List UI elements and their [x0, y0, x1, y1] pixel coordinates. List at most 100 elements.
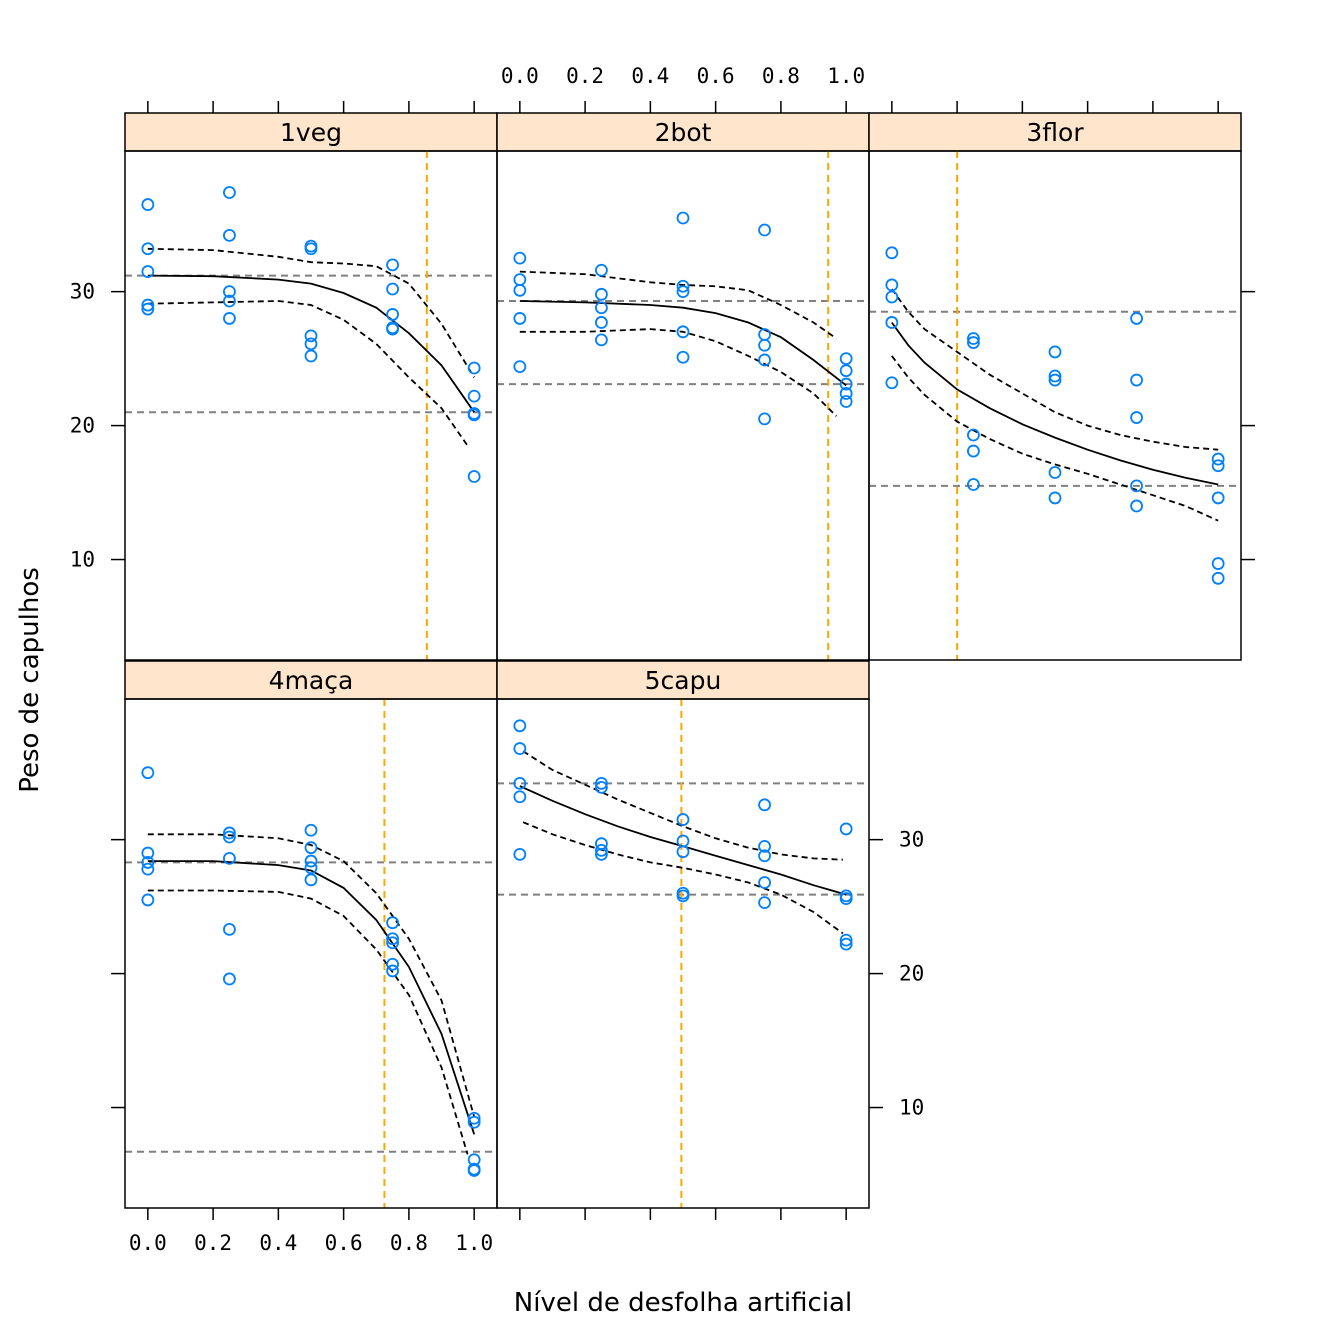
point-3-1: [141, 846, 155, 860]
point-3-10: [304, 823, 318, 837]
x-tick-label-t1-0: 0.0: [501, 64, 539, 88]
strip-label-2: 3flor: [1026, 118, 1084, 147]
x-tick-label-t1-2: 0.4: [631, 64, 669, 88]
point-3-11: [304, 841, 318, 855]
point-0-19: [386, 322, 399, 336]
x-tick-label-t1-5: 1.0: [827, 64, 865, 88]
panel-frame-1: [496, 150, 870, 661]
point-2-3: [885, 316, 899, 329]
point-0-13: [304, 337, 318, 351]
point-2-1: [885, 278, 899, 292]
point-0-17: [386, 308, 399, 321]
point-2-9: [967, 478, 980, 491]
point-4-22: [839, 892, 853, 905]
point-4-5: [595, 776, 608, 790]
fit-line-0: [147, 274, 475, 413]
point-1-11: [676, 279, 690, 293]
point-2-0: [885, 246, 899, 260]
point-2-17: [1130, 411, 1143, 424]
point-4-1: [513, 742, 527, 755]
panel-4: 5capu: [496, 660, 870, 1209]
point-3-21: [467, 1115, 481, 1129]
point-1-6: [595, 287, 608, 301]
x-tick-label-b0-0: 0.0: [129, 1231, 167, 1255]
point-2-10: [1048, 345, 1062, 359]
point-0-6: [223, 228, 236, 242]
point-0-1: [141, 242, 155, 256]
strip-label-1: 2bot: [655, 118, 712, 147]
point-4-12: [676, 845, 690, 859]
point-1-1: [513, 273, 527, 286]
point-1-19: [758, 412, 771, 426]
point-1-15: [758, 223, 771, 237]
point-1-23: [839, 387, 853, 400]
point-3-12: [304, 854, 318, 868]
point-1-2: [513, 283, 527, 297]
x-tick-label-b0-1: 0.2: [194, 1231, 232, 1255]
point-2-21: [1211, 459, 1225, 473]
point-4-23: [839, 933, 853, 947]
ci-upper-3: [147, 833, 476, 1118]
point-0-23: [467, 408, 481, 422]
point-0-16: [386, 282, 399, 296]
strip-label-4: 5capu: [645, 666, 722, 695]
panel-frame-0: [124, 150, 498, 661]
point-2-2: [885, 290, 899, 304]
point-0-12: [304, 329, 318, 343]
ci-upper-4: [522, 750, 843, 861]
point-4-15: [758, 798, 771, 812]
x-axis-title: Nível de desfolha artificial: [514, 1288, 852, 1318]
point-3-18: [386, 957, 399, 971]
point-1-12: [676, 285, 690, 299]
point-0-14: [304, 349, 318, 363]
point-0-2: [141, 265, 155, 278]
point-4-11: [676, 834, 690, 848]
point-3-14: [304, 873, 318, 887]
point-2-18: [1130, 479, 1143, 493]
point-2-11: [1048, 369, 1062, 383]
point-1-0: [513, 251, 527, 265]
ci-lower-4: [522, 821, 844, 935]
point-3-24: [467, 1164, 481, 1177]
panels-layer: 1veg 2bot 3flor 4maça 5capu: [124, 112, 1242, 1209]
x-tick-label-t1-4: 0.8: [762, 64, 800, 88]
point-1-24: [839, 395, 853, 408]
point-3-5: [223, 826, 236, 840]
panel-1: 2bot: [496, 112, 870, 661]
point-1-22: [839, 377, 853, 391]
point-3-17: [386, 936, 399, 950]
axes-layer: 0.0 0.2 0.4 0.6 0.8 1.0 0.0 0.2 0.4 0.6 0.8 1.0 10 20…: [70, 64, 1255, 1255]
point-0-9: [223, 312, 236, 325]
point-4-3: [513, 790, 527, 804]
point-0-20: [467, 361, 481, 375]
ci-upper-2: [891, 288, 1219, 451]
ci-lower-1: [519, 328, 838, 417]
point-1-13: [676, 325, 690, 339]
strip-4: [496, 660, 870, 700]
point-1-21: [839, 364, 853, 378]
point-1-7: [595, 301, 608, 315]
y-tick-label-l0-2: 30: [70, 280, 95, 304]
point-3-20: [467, 1111, 481, 1125]
point-0-8: [223, 294, 236, 308]
point-4-6: [595, 781, 608, 794]
x-tick-label-b0-3: 0.6: [325, 1231, 363, 1255]
fit-line-2: [891, 321, 1219, 486]
point-1-17: [758, 338, 771, 352]
point-1-14: [676, 350, 690, 364]
point-0-7: [223, 285, 236, 299]
point-1-9: [595, 333, 608, 347]
y-axis-title: Peso de capulhos: [15, 567, 45, 793]
x-tick-label-b0-4: 0.8: [390, 1231, 428, 1255]
point-0-5: [223, 186, 236, 199]
panel-frame-3: [124, 698, 498, 1209]
y-tick-label-r1-2: 30: [899, 828, 924, 852]
point-4-9: [595, 847, 608, 861]
point-3-7: [223, 851, 236, 865]
point-2-5: [967, 332, 980, 345]
panel-3: 4maça: [124, 660, 498, 1209]
point-2-23: [1211, 557, 1225, 570]
strip-label-0: 1veg: [280, 118, 342, 147]
point-2-20: [1211, 452, 1225, 466]
point-3-6: [223, 830, 236, 844]
